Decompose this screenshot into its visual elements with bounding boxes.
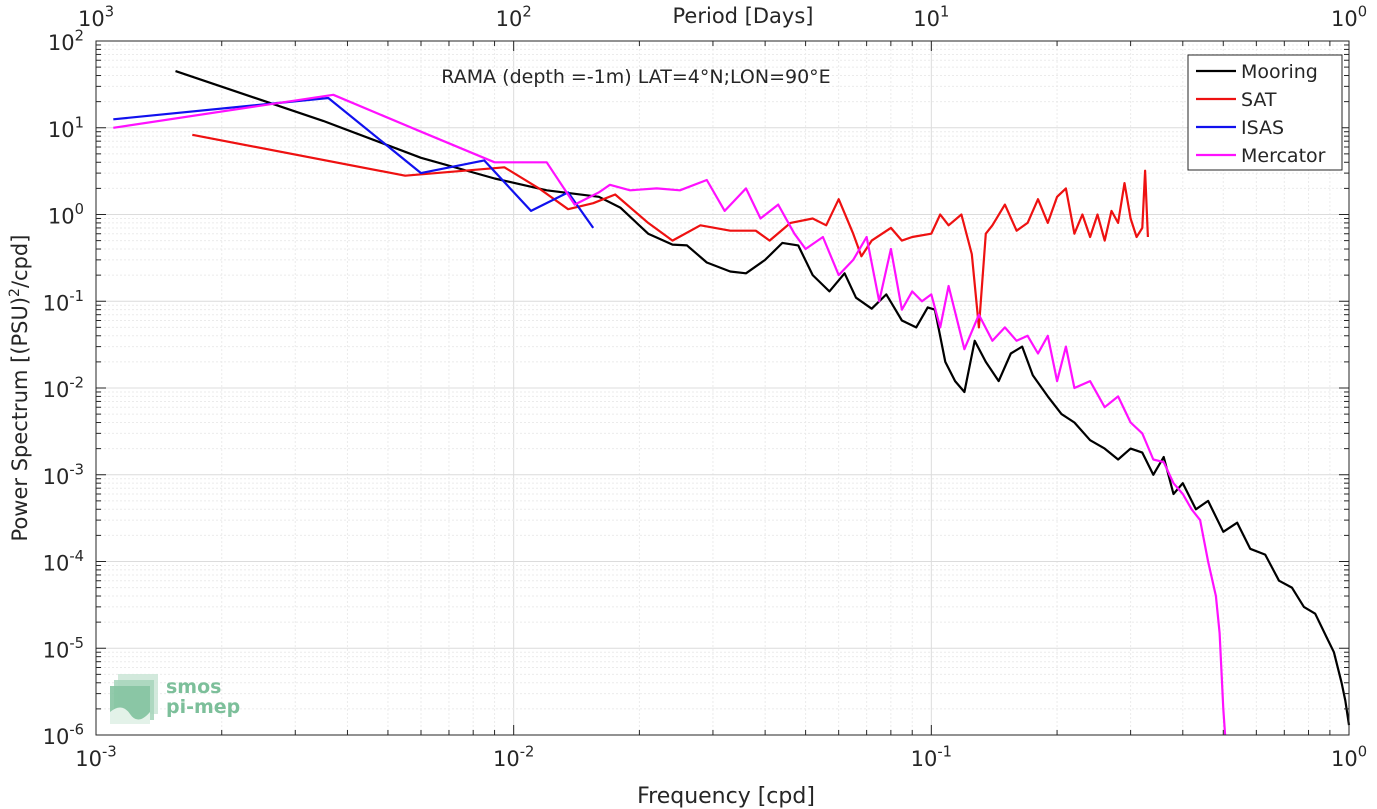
x-tick-label: 10-2 — [493, 744, 534, 771]
series-line-mooring — [175, 70, 1351, 726]
y-tick-label: 100 — [48, 201, 84, 228]
smos-pi-mep-logo: smos pi-mep — [108, 672, 248, 728]
y-tick-label: 10-6 — [43, 722, 84, 749]
legend-label: ISAS — [1241, 117, 1284, 139]
series-line-isas — [113, 96, 595, 229]
y-tick-label: 10-1 — [43, 288, 84, 315]
x-axis-label: Frequency [cpd] — [637, 784, 815, 809]
top-tick-label: 100 — [1331, 4, 1367, 31]
y-tick-label: 10-3 — [43, 461, 84, 488]
y-tick-label: 10-4 — [43, 548, 84, 575]
grid — [95, 41, 1349, 736]
series-line-sat — [192, 133, 1149, 329]
y-tick-label: 102 — [48, 28, 84, 55]
legend-label: Mercator — [1241, 145, 1326, 167]
x-tick-label: 100 — [1331, 744, 1367, 771]
top-tick-label: 101 — [913, 4, 949, 31]
y-tick-label: 10-2 — [43, 375, 84, 402]
top-axis-label: Period [Days] — [673, 4, 814, 28]
series-lines — [113, 70, 1351, 736]
y-tick-label: 10-5 — [43, 635, 84, 662]
axis-ticks — [95, 40, 1350, 736]
legend-label: SAT — [1241, 89, 1277, 111]
legend-box — [1187, 54, 1343, 171]
series-line-mercator — [113, 93, 1227, 736]
top-tick-label: 103 — [78, 4, 114, 31]
logo-mark-icon — [110, 674, 158, 724]
chart-title: RAMA (depth =-1m) LAT=4°N;LON=90°E — [441, 66, 830, 88]
legend-label: Mooring — [1241, 61, 1318, 83]
x-tick-label: 10-3 — [75, 744, 116, 771]
y-axis-label: Power Spectrum [(PSU)2/cpd] — [7, 235, 32, 542]
axis-tick-labels: 10-3 103 10-2 102 10-1 101 100 100 10-6 10-5 10-4 1… — [43, 4, 1367, 771]
x-tick-label: 10-1 — [911, 744, 952, 771]
y-tick-label: 101 — [48, 114, 84, 141]
legend: Mooring SAT ISAS Mercator — [1187, 54, 1343, 171]
top-tick-label: 102 — [496, 4, 532, 31]
